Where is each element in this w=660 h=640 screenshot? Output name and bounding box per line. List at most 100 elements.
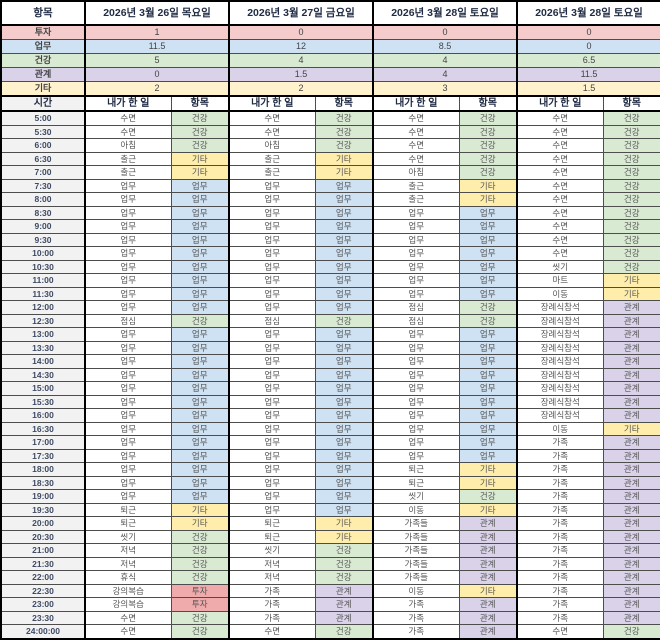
category-cell[interactable]: 건강 (602, 165, 660, 180)
activity-cell[interactable]: 가족 (372, 597, 460, 612)
category-cell[interactable]: 기타 (170, 516, 230, 531)
category-cell[interactable]: 업무 (314, 475, 374, 490)
activity-cell[interactable]: 업무 (228, 205, 316, 220)
category-cell[interactable]: 업무 (170, 286, 230, 301)
category-cell[interactable]: 건강 (602, 151, 660, 166)
activity-cell[interactable]: 가족 (516, 556, 604, 571)
category-cell[interactable]: 업무 (170, 475, 230, 490)
activity-cell[interactable]: 장례식참석 (516, 394, 604, 409)
category-cell[interactable]: 관계 (602, 448, 660, 463)
time-cell[interactable]: 8:00 (0, 192, 86, 207)
time-cell[interactable]: 8:30 (0, 205, 86, 220)
category-cell[interactable]: 기타 (458, 475, 518, 490)
activity-cell[interactable]: 업무 (372, 246, 460, 261)
category-cell[interactable]: 관계 (602, 381, 660, 396)
activity-cell[interactable]: 퇴근 (372, 475, 460, 490)
category-cell[interactable]: 업무 (458, 421, 518, 436)
category-cell[interactable]: 관계 (602, 529, 660, 544)
category-cell[interactable]: 건강 (314, 570, 374, 585)
activity-cell[interactable]: 수면 (516, 165, 604, 180)
activity-cell[interactable]: 업무 (84, 448, 172, 463)
category-cell[interactable]: 건강 (602, 259, 660, 274)
category-cell[interactable]: 관계 (458, 597, 518, 612)
activity-cell[interactable]: 업무 (84, 435, 172, 450)
category-cell[interactable]: 업무 (458, 259, 518, 274)
summary-value-cell[interactable]: 11.5 (84, 39, 230, 54)
time-cell[interactable]: 16:00 (0, 408, 86, 423)
activity-cell[interactable]: 가족 (516, 489, 604, 504)
category-cell[interactable]: 건강 (602, 138, 660, 153)
activity-cell[interactable]: 업무 (84, 475, 172, 490)
time-cell[interactable]: 5:30 (0, 124, 86, 139)
activity-cell[interactable]: 업무 (84, 367, 172, 382)
activity-cell[interactable]: 업무 (372, 286, 460, 301)
activity-cell[interactable]: 가족 (228, 583, 316, 598)
activity-cell[interactable]: 수면 (516, 178, 604, 193)
category-cell[interactable]: 건강 (458, 165, 518, 180)
activity-cell[interactable]: 수면 (516, 219, 604, 234)
activity-cell[interactable]: 수면 (516, 232, 604, 247)
activity-cell[interactable]: 수면 (372, 138, 460, 153)
summary-value-cell[interactable]: 3 (372, 81, 518, 97)
category-cell[interactable]: 관계 (602, 610, 660, 625)
category-cell[interactable]: 관계 (602, 435, 660, 450)
time-cell[interactable]: 21:30 (0, 556, 86, 571)
activity-cell[interactable]: 업무 (228, 381, 316, 396)
activity-cell[interactable]: 가족 (228, 597, 316, 612)
category-cell[interactable]: 업무 (170, 219, 230, 234)
activity-cell[interactable]: 수면 (516, 192, 604, 207)
activity-cell[interactable]: 퇴근 (84, 516, 172, 531)
category-cell[interactable]: 관계 (314, 610, 374, 625)
activity-cell[interactable]: 업무 (84, 462, 172, 477)
category-cell[interactable]: 건강 (458, 489, 518, 504)
activity-cell[interactable]: 업무 (372, 340, 460, 355)
summary-category-label[interactable]: 건강 (0, 53, 86, 68)
date-header-cell[interactable]: 2026년 3월 28일 토요일 (372, 0, 518, 26)
category-cell[interactable]: 업무 (314, 448, 374, 463)
time-cell[interactable]: 11:30 (0, 286, 86, 301)
time-cell[interactable]: 11:00 (0, 273, 86, 288)
category-column-header[interactable]: 항목 (602, 95, 660, 112)
activity-cell[interactable]: 장례식참석 (516, 381, 604, 396)
time-cell[interactable]: 23:30 (0, 610, 86, 625)
category-cell[interactable]: 업무 (458, 340, 518, 355)
time-cell[interactable]: 7:00 (0, 165, 86, 180)
category-cell[interactable]: 기타 (602, 273, 660, 288)
category-cell[interactable]: 업무 (170, 462, 230, 477)
activity-cell[interactable]: 가족 (516, 570, 604, 585)
activity-cell[interactable]: 수면 (228, 624, 316, 639)
activity-cell[interactable]: 업무 (228, 408, 316, 423)
activity-cell[interactable]: 퇴근 (372, 462, 460, 477)
activity-cell[interactable]: 수면 (84, 624, 172, 639)
activity-cell[interactable]: 점심 (84, 313, 172, 328)
activity-cell[interactable]: 업무 (228, 435, 316, 450)
corner-header-cell[interactable]: 항목 (0, 0, 86, 26)
category-cell[interactable]: 관계 (602, 327, 660, 342)
activity-cell[interactable]: 수면 (372, 124, 460, 139)
time-cell[interactable]: 23:00 (0, 597, 86, 612)
category-cell[interactable]: 기타 (170, 502, 230, 517)
activity-cell[interactable]: 가족 (516, 543, 604, 558)
summary-value-cell[interactable]: 2 (228, 81, 374, 97)
category-cell[interactable]: 업무 (170, 435, 230, 450)
activity-cell[interactable]: 업무 (84, 192, 172, 207)
category-cell[interactable]: 관계 (458, 610, 518, 625)
category-cell[interactable]: 건강 (170, 313, 230, 328)
time-cell[interactable]: 16:30 (0, 421, 86, 436)
time-cell[interactable]: 5:00 (0, 110, 86, 126)
time-cell[interactable]: 18:00 (0, 462, 86, 477)
category-cell[interactable]: 관계 (458, 570, 518, 585)
category-cell[interactable]: 건강 (458, 124, 518, 139)
activity-cell[interactable]: 가족 (516, 475, 604, 490)
category-cell[interactable]: 관계 (602, 475, 660, 490)
activity-cell[interactable]: 업무 (84, 394, 172, 409)
time-cell[interactable]: 12:30 (0, 313, 86, 328)
category-cell[interactable]: 업무 (314, 435, 374, 450)
category-cell[interactable]: 기타 (314, 165, 374, 180)
category-cell[interactable]: 업무 (170, 273, 230, 288)
activity-cell[interactable]: 업무 (372, 448, 460, 463)
category-cell[interactable]: 기타 (314, 516, 374, 531)
activity-cell[interactable]: 강의복습 (84, 583, 172, 598)
activity-cell[interactable]: 업무 (372, 367, 460, 382)
activity-cell[interactable]: 수면 (516, 124, 604, 139)
